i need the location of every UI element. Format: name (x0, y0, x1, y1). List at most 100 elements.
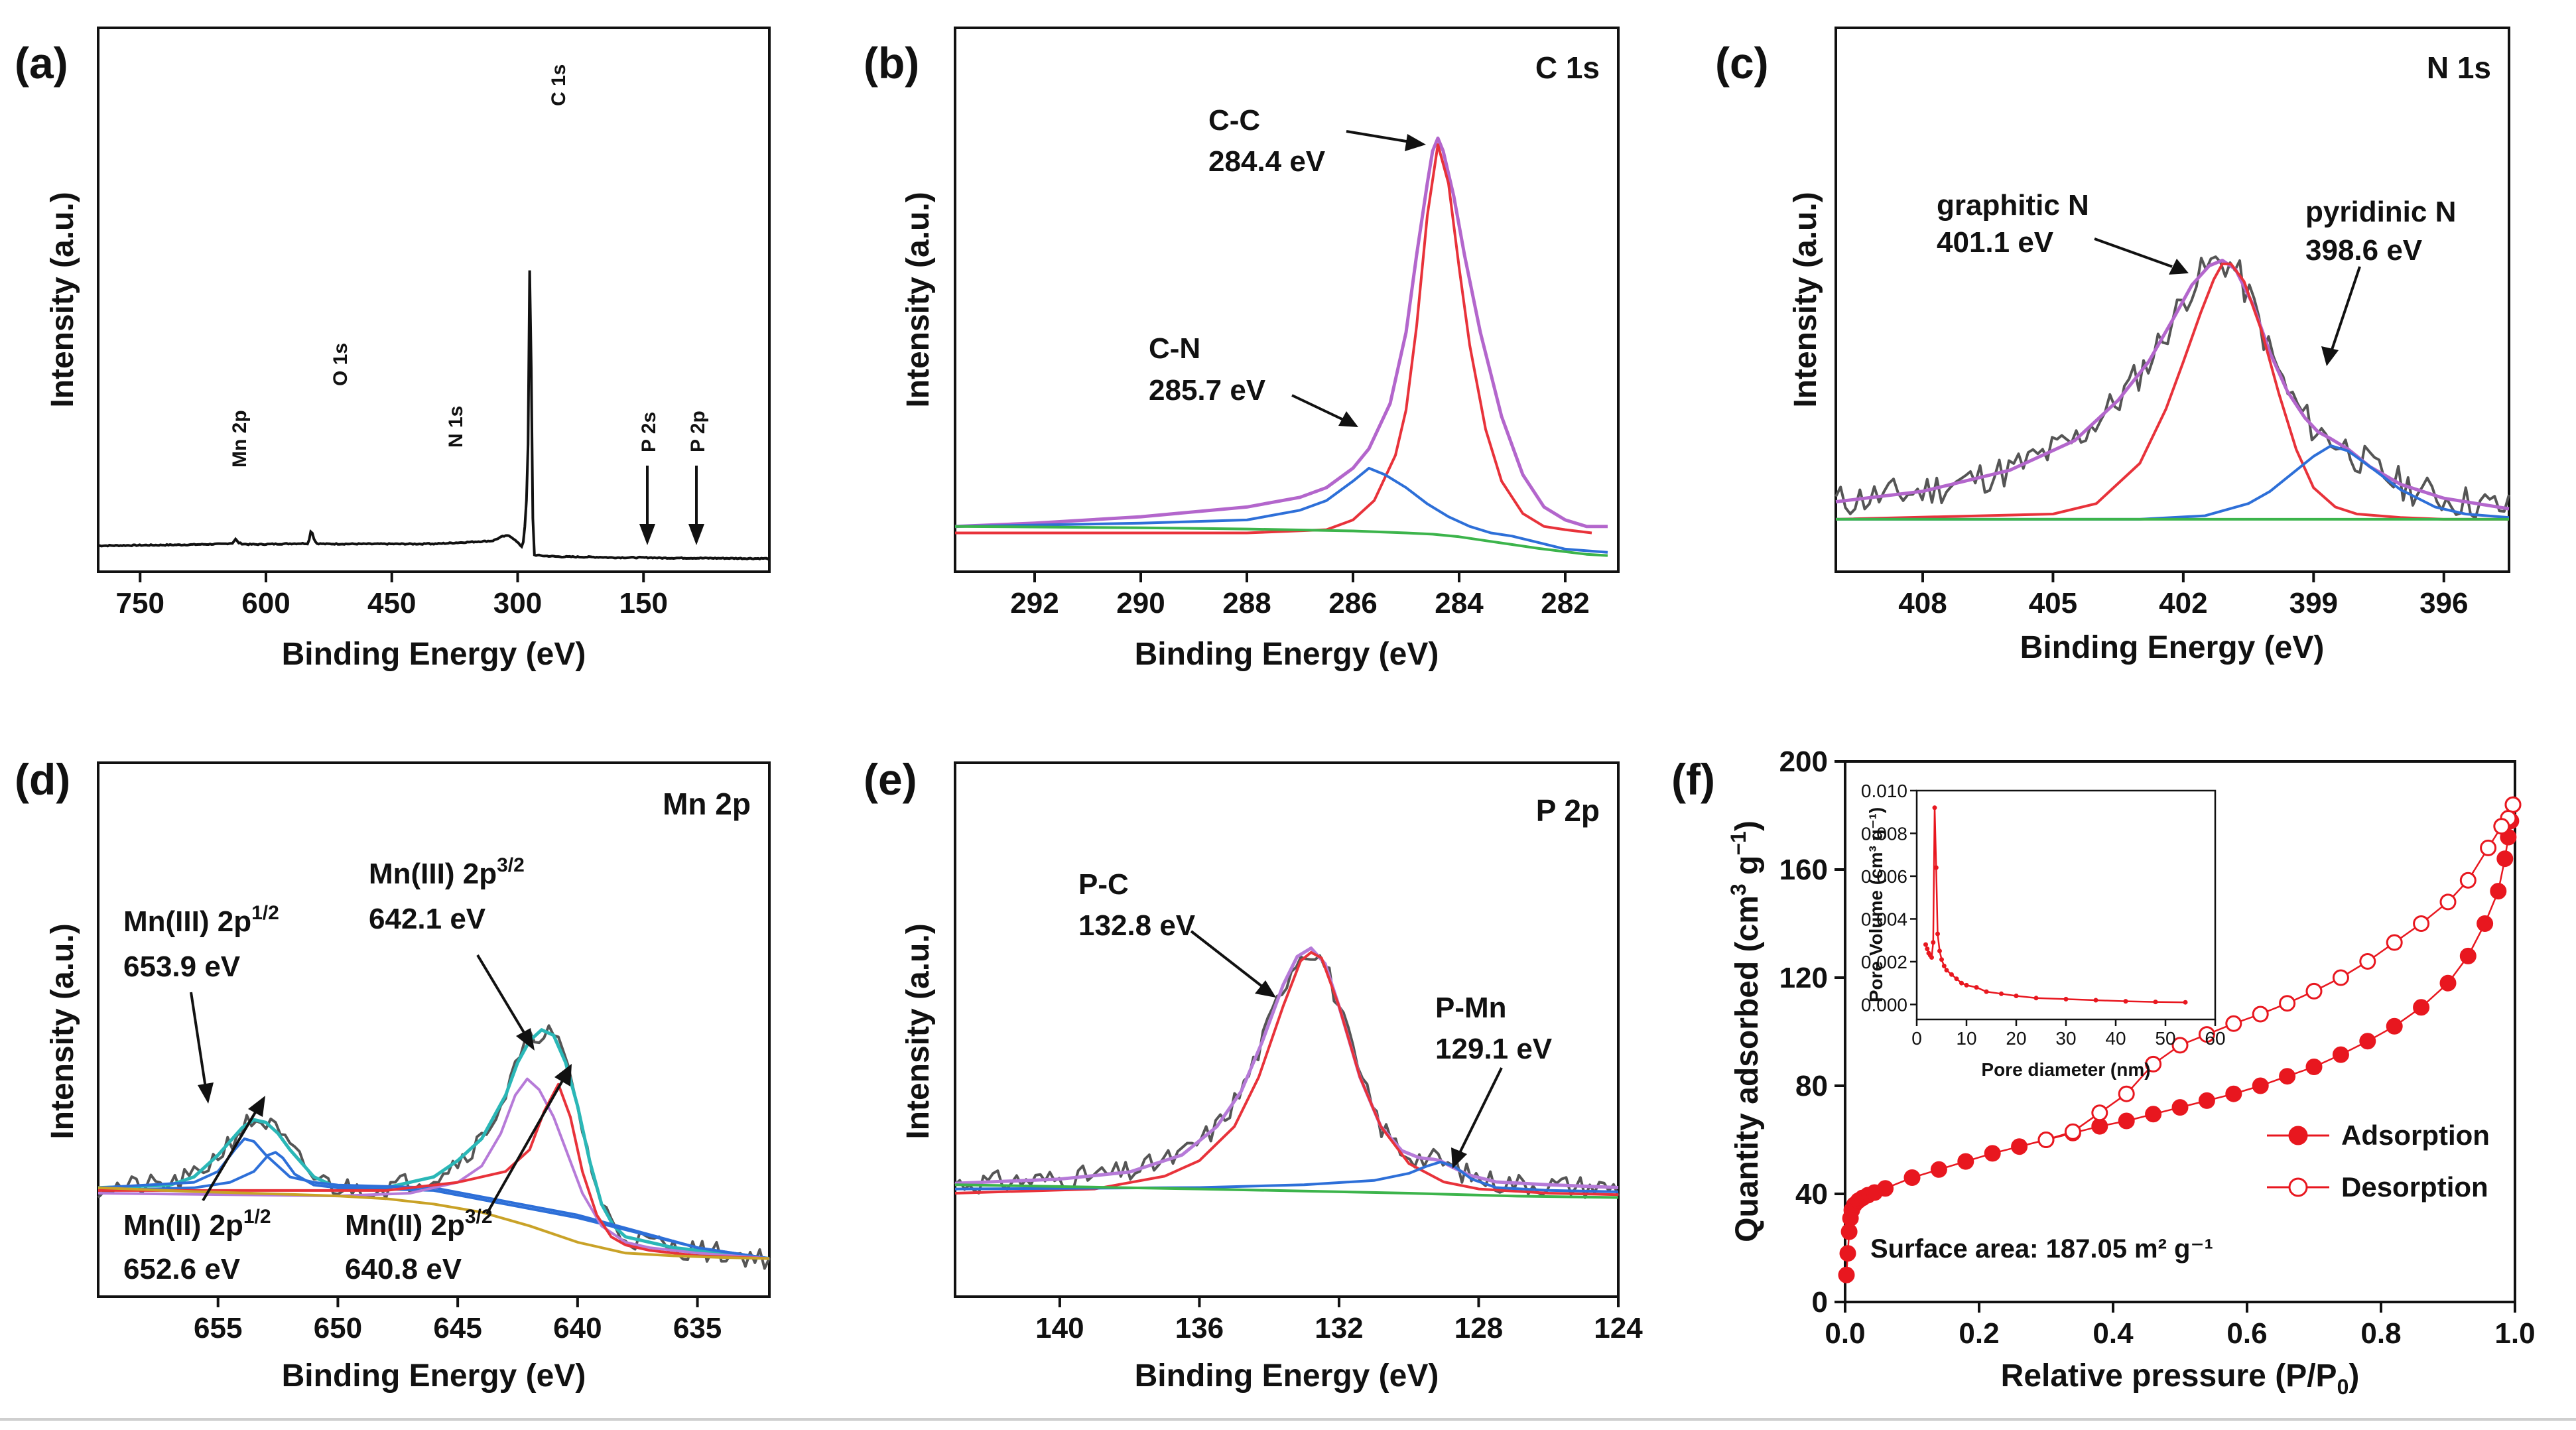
arrow-cc (1346, 130, 1415, 144)
c-series-envelope (1835, 259, 2510, 511)
panel-d-xtick-label: 655 (194, 1312, 242, 1344)
f-point-adsorption (2439, 974, 2457, 992)
panel-b-ylabel: Intensity (a.u.) (901, 192, 936, 407)
panel-d: (d) Mn 2p 655 650 645 640 635 Binding Energy… (15, 755, 771, 1394)
panel-b-xtick-label: 288 (1222, 587, 1271, 619)
panel-c-title: N 1s (2427, 50, 2491, 85)
inset-point (1941, 963, 1947, 968)
peak-label-c1s: C 1s (548, 64, 570, 106)
inset-ylabel: Pore Volume (cm³ g⁻¹) (1866, 807, 1886, 1002)
panel-f-ytick-label: 40 (1795, 1178, 1828, 1210)
annot-mn3-half-label: Mn(III) 2p1/2 (123, 902, 279, 938)
panel-a-ylabel: Intensity (a.u.) (45, 192, 80, 407)
inset-point (1959, 980, 1964, 986)
panel-c-label: (c) (1715, 38, 1769, 88)
e-series-p-mn (954, 1161, 1619, 1193)
f-point-desorption (2305, 982, 2323, 1000)
e-series-background (954, 1183, 1619, 1199)
annot-pyridinic-energy: 398.6 eV (2305, 234, 2423, 267)
f-point-adsorption (1839, 1245, 1856, 1262)
panel-e-xtick-label: 128 (1454, 1312, 1503, 1344)
panel-f-ytick-label: 200 (1779, 746, 1828, 778)
annot-mn2-three-label: Mn(II) 2p3/2 (345, 1206, 493, 1242)
annot-cn-label: C-N (1149, 332, 1200, 365)
f-point-adsorption (2011, 1138, 2028, 1155)
inset-xlabel: Pore diameter (nm) (1981, 1059, 2150, 1080)
annot-mn2-three-energy: 640.8 eV (345, 1253, 462, 1285)
panel-b-xticks: 292 290 288 286 284 282 (1010, 572, 1590, 619)
panel-f-label: (f) (1671, 755, 1715, 804)
f-point-desorption (2171, 1037, 2189, 1054)
inset-point (2014, 994, 2019, 998)
inset-xtick-label: 10 (1956, 1028, 1976, 1049)
panel-f-xtick-label: 0.4 (2093, 1317, 2134, 1350)
inset-ytick-label: 0.008 (1861, 823, 1907, 844)
arrow-mn2-half-head (248, 1096, 265, 1117)
panel-f-ytick-label: 160 (1779, 854, 1828, 886)
panel-f-legend: Adsorption Desorption (2267, 1120, 2490, 1202)
inset-xtick-label: 60 (2205, 1028, 2225, 1049)
panel-e-xlabel: Binding Energy (eV) (1135, 1358, 1439, 1394)
panel-d-xtick-label: 650 (314, 1312, 362, 1344)
panel-e-title: P 2p (1536, 793, 1600, 828)
f-point-desorption (2091, 1104, 2108, 1122)
f-point-adsorption (2118, 1112, 2135, 1130)
panel-b-frame (954, 27, 1620, 573)
f-point-adsorption (2359, 1033, 2376, 1050)
annot-mn2-three-text: Mn(II) 2p (345, 1209, 465, 1242)
b-series-c-c (955, 143, 1592, 535)
inset-point (1925, 946, 1930, 952)
panel-c-xticks: 408 405 402 399 396 (1898, 572, 2468, 619)
d-series-mn-ii-2p1-2 (97, 1151, 770, 1260)
panel-f-xlabel: Relative pressure (P/P0) (2001, 1358, 2360, 1399)
panel-f-frame (1844, 760, 2516, 1303)
arrow-cn-head (1338, 411, 1358, 427)
inset-point (2033, 996, 2039, 1001)
f-point-adsorption (2145, 1106, 2162, 1123)
inset-ytick-label: 0.002 (1861, 952, 1907, 972)
f-point-adsorption (2459, 947, 2477, 964)
peak-label-mn2p: Mn 2p (229, 410, 251, 468)
peak-label-o1s: O 1s (330, 343, 352, 386)
panel-e-data (954, 946, 1620, 1199)
f-point-desorption (2037, 1132, 2055, 1148)
inset-xtick-label: 0 (1911, 1028, 1922, 1049)
panel-a-xtick-label: 150 (619, 587, 668, 619)
panel-b-xtick-label: 286 (1328, 587, 1377, 619)
b-series-background (954, 525, 1608, 557)
panel-c-ylabel: Intensity (a.u.) (1788, 192, 1823, 407)
inset-point (1999, 991, 2004, 996)
inset-point (2183, 1000, 2188, 1005)
inset-point (1937, 948, 1942, 954)
panel-e-xtick-label: 140 (1035, 1312, 1084, 1344)
arrow-cn (1291, 394, 1347, 422)
arrow-mn2-three-head (554, 1064, 572, 1086)
arrow-mn2-half (202, 1108, 259, 1202)
panel-f-ytick-label: 120 (1779, 962, 1828, 994)
inset-ticks: 0 10 20 30 40 50 60 0.000 0.002 0.004 0.006 0.008 0.… (1861, 781, 2226, 1049)
legend-desorption-marker (2288, 1177, 2308, 1197)
f-point-adsorption (1930, 1161, 1947, 1178)
annot-mn3-half-sup: 1/2 (251, 902, 279, 924)
arrow-mn3-three (476, 954, 527, 1036)
f-point-adsorption (1838, 1266, 1855, 1283)
arrow-p2s-head (639, 524, 655, 545)
f-point-adsorption (2279, 1068, 2296, 1085)
panel-c-xtick-label: 408 (1898, 587, 1947, 619)
panel-a-xtick-label: 600 (241, 587, 290, 619)
panel-d-xtick-label: 645 (433, 1312, 482, 1344)
f-point-adsorption (2413, 999, 2430, 1016)
annot-mn3-three-text: Mn(III) 2p (369, 858, 497, 890)
inset-point (1984, 989, 1989, 994)
panel-e-xtick-label: 124 (1594, 1312, 1643, 1344)
panel-b-xtick-label: 284 (1435, 587, 1484, 619)
arrow-p2p-head (688, 524, 704, 545)
f-point-adsorption (2386, 1017, 2403, 1035)
arrow-pc (1190, 930, 1264, 988)
f-point-adsorption (2225, 1085, 2242, 1102)
panel-f-ytick-label: 80 (1795, 1070, 1828, 1102)
panel-d-xtick-label: 640 (553, 1312, 602, 1344)
d-series-background (97, 1186, 770, 1260)
f-point-desorption (2413, 915, 2430, 932)
panel-f-xtick-label: 0.6 (2226, 1317, 2267, 1350)
